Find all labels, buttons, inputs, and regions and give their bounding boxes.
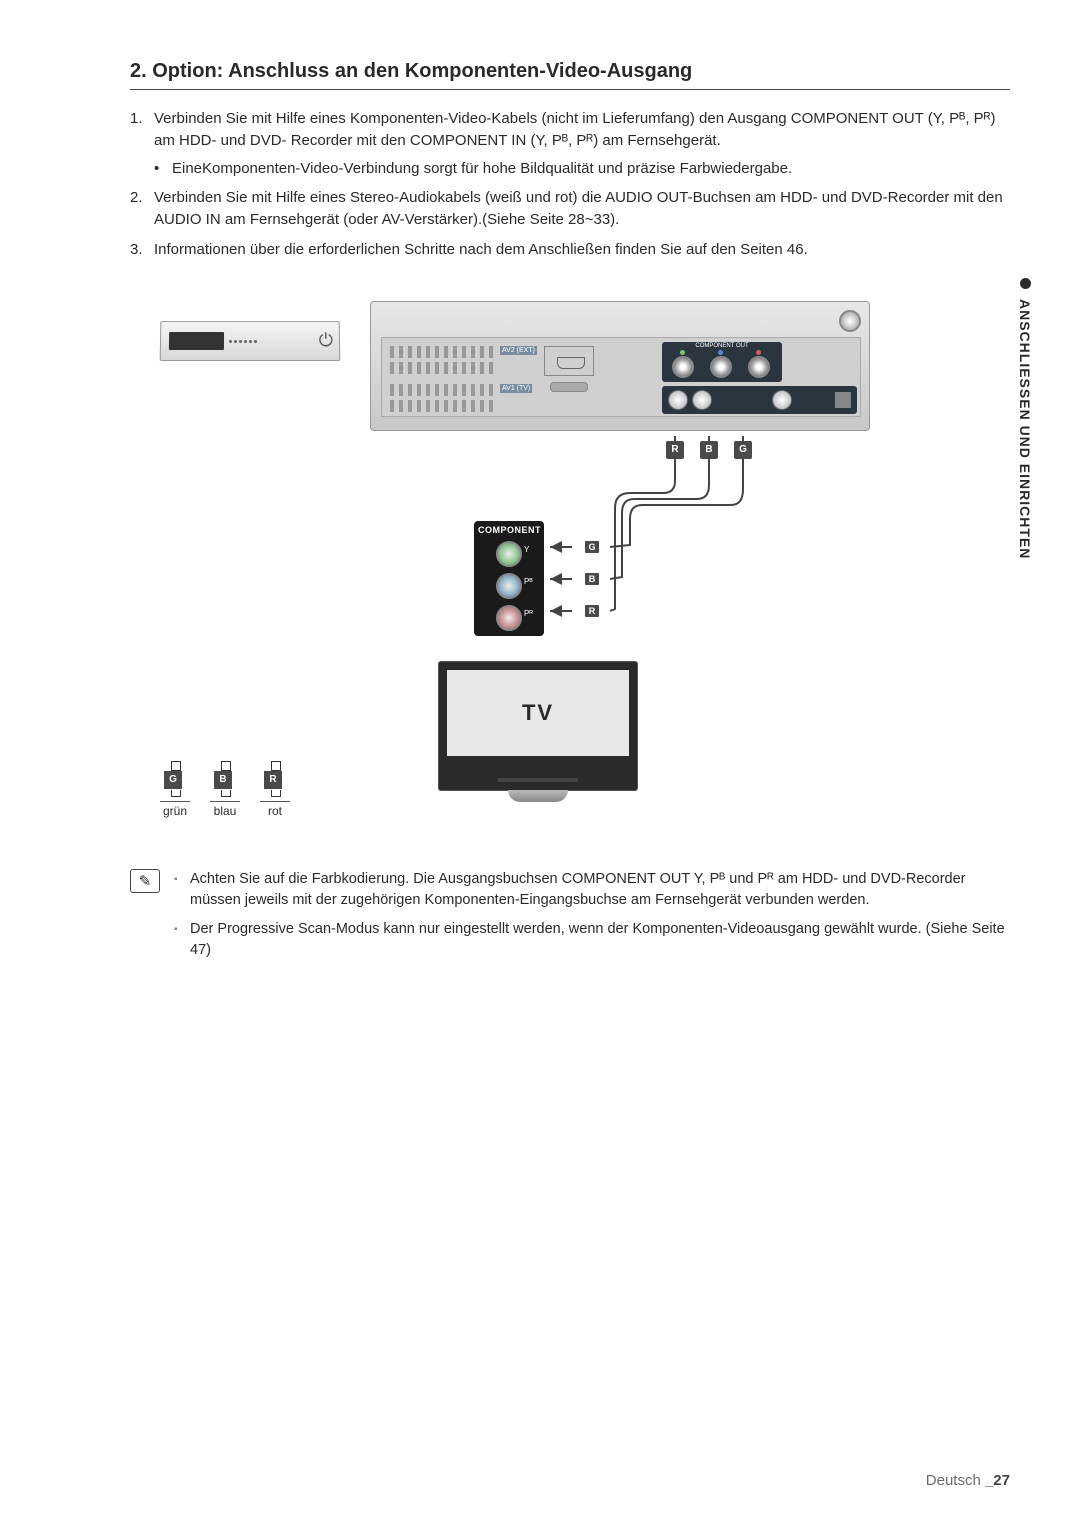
hdmi-port [544,346,594,376]
audio-jack [692,390,712,410]
cable-tag-r: R [666,441,684,459]
tv-stand [508,790,568,802]
component-out-pr-jack [748,356,770,378]
component-in-pr-jack [496,605,522,631]
legend-item-red: R rot [260,761,290,818]
plug-tag-b: B [574,571,610,587]
cable-tag-b: B [700,441,718,459]
step-1: Verbinden Sie mit Hilfe eines Komponente… [130,108,1010,179]
av1-label: AV1 (TV) [500,384,532,393]
recorder-back-panel: AV2 (EXT) AV1 (TV) COMPONENT OUT [370,301,870,431]
plug-letter-r: R [585,605,599,617]
tv-screen-label: TV [447,670,629,756]
legend-label-red: rot [260,801,290,818]
vent-slot [390,384,495,396]
legend-item-green: G grün [160,761,190,818]
legend-plug-icon: R [264,761,286,797]
recorder-front-panel [160,321,341,361]
note-1: Achten Sie auf die Farbkodierung. Die Au… [174,869,1010,911]
vent-slot [390,362,495,374]
section-heading: 2. Option: Anschluss an den Komponenten-… [130,60,1010,90]
vent-slot [390,400,495,412]
optical-port [835,392,851,408]
color-legend: G grün B blau R rot [160,761,290,818]
coax-jack [772,390,792,410]
connection-diagram: AV2 (EXT) AV1 (TV) COMPONENT OUT [160,281,880,841]
note-icon: ✎ [130,869,160,893]
av2-label: AV2 (EXT) [500,346,537,355]
component-out-box: COMPONENT OUT [662,342,782,382]
vent-slot [390,346,495,358]
step-3: Informationen über die erforderlichen Sc… [130,239,1010,261]
component-out-label: COMPONENT OUT [695,343,748,349]
component-in-y-jack [496,541,522,567]
side-tab-text: ANSCHLIESSEN UND EINRICHTEN [1017,299,1033,559]
component-out-pb-jack [710,356,732,378]
component-in-panel: COMPONENT Y Pᴮ Pᴿ [474,521,544,636]
pb-label: Pᴮ [524,577,533,586]
y-label: Y [524,545,529,554]
hdmi-button [550,382,588,392]
component-out-y-jack [672,356,694,378]
chapter-side-tab: ANSCHLIESSEN UND EINRICHTEN [1014,278,1036,588]
page-footer: Deutsch _27 [926,1472,1010,1489]
pr-dot [756,350,761,355]
legend-label-green: grün [160,801,190,818]
plug-tag-g: G [574,539,610,555]
notes-block: ✎ Achten Sie auf die Farbkodierung. Die … [130,869,1010,969]
plug-letter-b: B [585,573,599,585]
power-knob [839,310,861,332]
steps-list: Verbinden Sie mit Hilfe eines Komponente… [130,108,1010,261]
step-2: Verbinden Sie mit Hilfe eines Stereo-Aud… [130,187,1010,231]
pb-dot [718,350,723,355]
legend-item-blue: B blau [210,761,240,818]
side-dot-icon [1020,278,1031,289]
tv-device: TV [438,661,638,791]
legend-letter: B [214,771,232,789]
y-dot [680,350,685,355]
legend-letter: R [264,771,282,789]
cable-tag-g: G [734,441,752,459]
legend-label-blue: blau [210,801,240,818]
notes-list: Achten Sie auf die Farbkodierung. Die Au… [174,869,1010,969]
plug-tag-r: R [574,603,610,619]
step-1-text: Verbinden Sie mit Hilfe eines Komponente… [154,110,995,149]
legend-plug-icon: G [164,761,186,797]
audio-digital-box [662,386,857,414]
component-in-title: COMPONENT [478,525,540,535]
step-1-bullet: EineKomponenten-Video-Verbindung sorgt f… [154,158,1010,180]
pr-label: Pᴿ [524,609,533,618]
legend-plug-icon: B [214,761,236,797]
audio-jack [668,390,688,410]
note-2: Der Progressive Scan-Modus kann nur eing… [174,919,1010,961]
footer-page-number: _27 [985,1472,1010,1489]
component-in-pb-jack [496,573,522,599]
back-connector-panel: AV2 (EXT) AV1 (TV) COMPONENT OUT [381,337,861,417]
plug-letter-g: G [585,541,599,553]
legend-letter: G [164,771,182,789]
footer-language: Deutsch [926,1472,985,1489]
tv-buttons [498,778,578,782]
